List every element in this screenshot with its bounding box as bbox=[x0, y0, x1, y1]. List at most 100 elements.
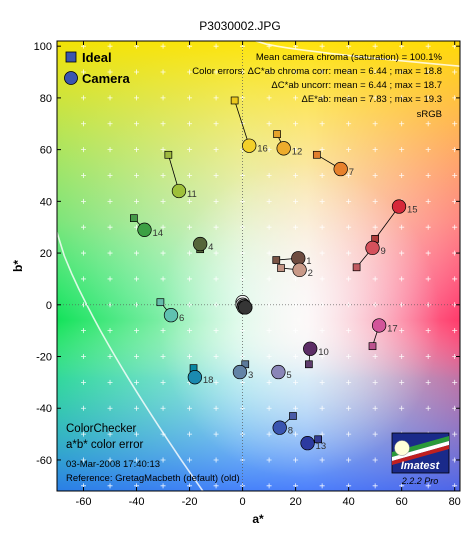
info-text-block: Mean camera chroma (saturation) = 100.1%… bbox=[192, 52, 442, 120]
ideal-marker-9 bbox=[352, 263, 361, 272]
grid-cross bbox=[160, 43, 166, 49]
grid-cross bbox=[372, 457, 378, 463]
grid-cross bbox=[346, 379, 352, 385]
grid-cross bbox=[425, 121, 431, 127]
patch-label-7: 7 bbox=[349, 167, 354, 178]
grid-cross bbox=[107, 328, 113, 334]
grid-cross bbox=[213, 328, 219, 334]
grid-cross bbox=[107, 172, 113, 178]
patch-label-6: 6 bbox=[179, 313, 184, 324]
grid-cross bbox=[452, 172, 458, 178]
imatest-logo: Imatest 2.2.2 Pro bbox=[391, 432, 450, 486]
camera-marker-4 bbox=[193, 236, 208, 252]
grid-cross bbox=[187, 69, 193, 75]
grid-cross bbox=[81, 198, 87, 204]
camera-marker-6 bbox=[163, 307, 179, 323]
grid-cross bbox=[81, 172, 87, 178]
grid-cross bbox=[160, 147, 166, 153]
grid-cross bbox=[213, 43, 219, 49]
grid-cross bbox=[319, 224, 325, 230]
grid-cross bbox=[372, 95, 378, 101]
camera-marker-16 bbox=[242, 138, 257, 153]
x-tick-label: 80 bbox=[449, 496, 461, 508]
grid-cross bbox=[213, 198, 219, 204]
grid-cross bbox=[319, 147, 325, 153]
grid-cross bbox=[372, 354, 378, 360]
grid-cross bbox=[319, 172, 325, 178]
patch-label-14: 14 bbox=[152, 228, 163, 239]
x-axis-label: a* bbox=[252, 512, 264, 526]
camera-marker-17 bbox=[371, 318, 387, 333]
camera-marker-15 bbox=[391, 199, 407, 214]
grid-cross bbox=[399, 224, 405, 230]
y-tick-label: 20 bbox=[40, 248, 52, 260]
grid-cross bbox=[134, 354, 140, 360]
grid-cross bbox=[346, 457, 352, 463]
grid-cross bbox=[293, 172, 299, 178]
grid-cross bbox=[346, 147, 352, 153]
grid-cross bbox=[266, 224, 272, 230]
grid-cross bbox=[81, 69, 87, 75]
grid-cross bbox=[187, 121, 193, 127]
grid-cross bbox=[266, 198, 272, 204]
grid-cross bbox=[81, 95, 87, 101]
ideal-marker-17 bbox=[368, 342, 377, 351]
grid-cross bbox=[134, 198, 140, 204]
grid-cross bbox=[346, 276, 352, 282]
grid-cross bbox=[399, 302, 405, 308]
grid-cross bbox=[425, 172, 431, 178]
x-tick-label: -60 bbox=[76, 496, 92, 508]
patch-label-15: 15 bbox=[407, 205, 418, 216]
grid-cross bbox=[372, 121, 378, 127]
patch-markers bbox=[130, 96, 407, 451]
patch-label-12: 12 bbox=[292, 146, 303, 157]
camera-marker-9 bbox=[365, 240, 380, 256]
grid-cross bbox=[213, 276, 219, 282]
grid-cross bbox=[107, 405, 113, 411]
grid-cross bbox=[452, 328, 458, 334]
x-tick-label: 0 bbox=[240, 496, 246, 508]
patch-label-5: 5 bbox=[286, 370, 291, 381]
grid-cross bbox=[187, 457, 193, 463]
grid-cross bbox=[160, 483, 166, 489]
grid-cross bbox=[346, 198, 352, 204]
grid-cross bbox=[346, 69, 352, 75]
plot-frame bbox=[56, 40, 461, 492]
grid-cross bbox=[293, 431, 299, 437]
grid-cross bbox=[266, 431, 272, 437]
grid-cross bbox=[134, 431, 140, 437]
grid-cross bbox=[293, 95, 299, 101]
grid-cross bbox=[107, 43, 113, 49]
grid-cross bbox=[293, 354, 299, 360]
grid-cross bbox=[187, 172, 193, 178]
ideal-marker-7 bbox=[312, 150, 321, 159]
grid-cross bbox=[452, 379, 458, 385]
legend: Ideal Camera bbox=[64, 50, 130, 86]
grid-cross bbox=[266, 95, 272, 101]
camera-marker-2 bbox=[292, 262, 307, 278]
ideal-marker-2 bbox=[277, 264, 285, 272]
logo-version: 2.2.2 Pro bbox=[401, 476, 439, 486]
patch-label-4: 4 bbox=[208, 242, 213, 253]
grid-cross bbox=[213, 379, 219, 385]
grid-cross bbox=[399, 95, 405, 101]
legend-ideal-label: Ideal bbox=[82, 50, 112, 65]
grid-cross bbox=[399, 250, 405, 256]
grid-cross bbox=[266, 147, 272, 153]
grid-cross bbox=[134, 276, 140, 282]
grid-cross bbox=[425, 69, 431, 75]
camera-marker-3 bbox=[232, 364, 248, 380]
grid-cross bbox=[134, 457, 140, 463]
grid-cross bbox=[213, 147, 219, 153]
grid-cross bbox=[107, 457, 113, 463]
grid-cross bbox=[319, 328, 325, 334]
patch-label-13: 13 bbox=[316, 441, 327, 452]
chart-subtitle-label: a*b* color error bbox=[66, 439, 144, 451]
ideal-marker-1 bbox=[272, 256, 281, 264]
grid-cross bbox=[452, 121, 458, 127]
grid-cross bbox=[319, 43, 325, 49]
grid-cross bbox=[81, 354, 87, 360]
grid-cross bbox=[134, 69, 140, 75]
y-tick-label: 60 bbox=[40, 145, 52, 157]
